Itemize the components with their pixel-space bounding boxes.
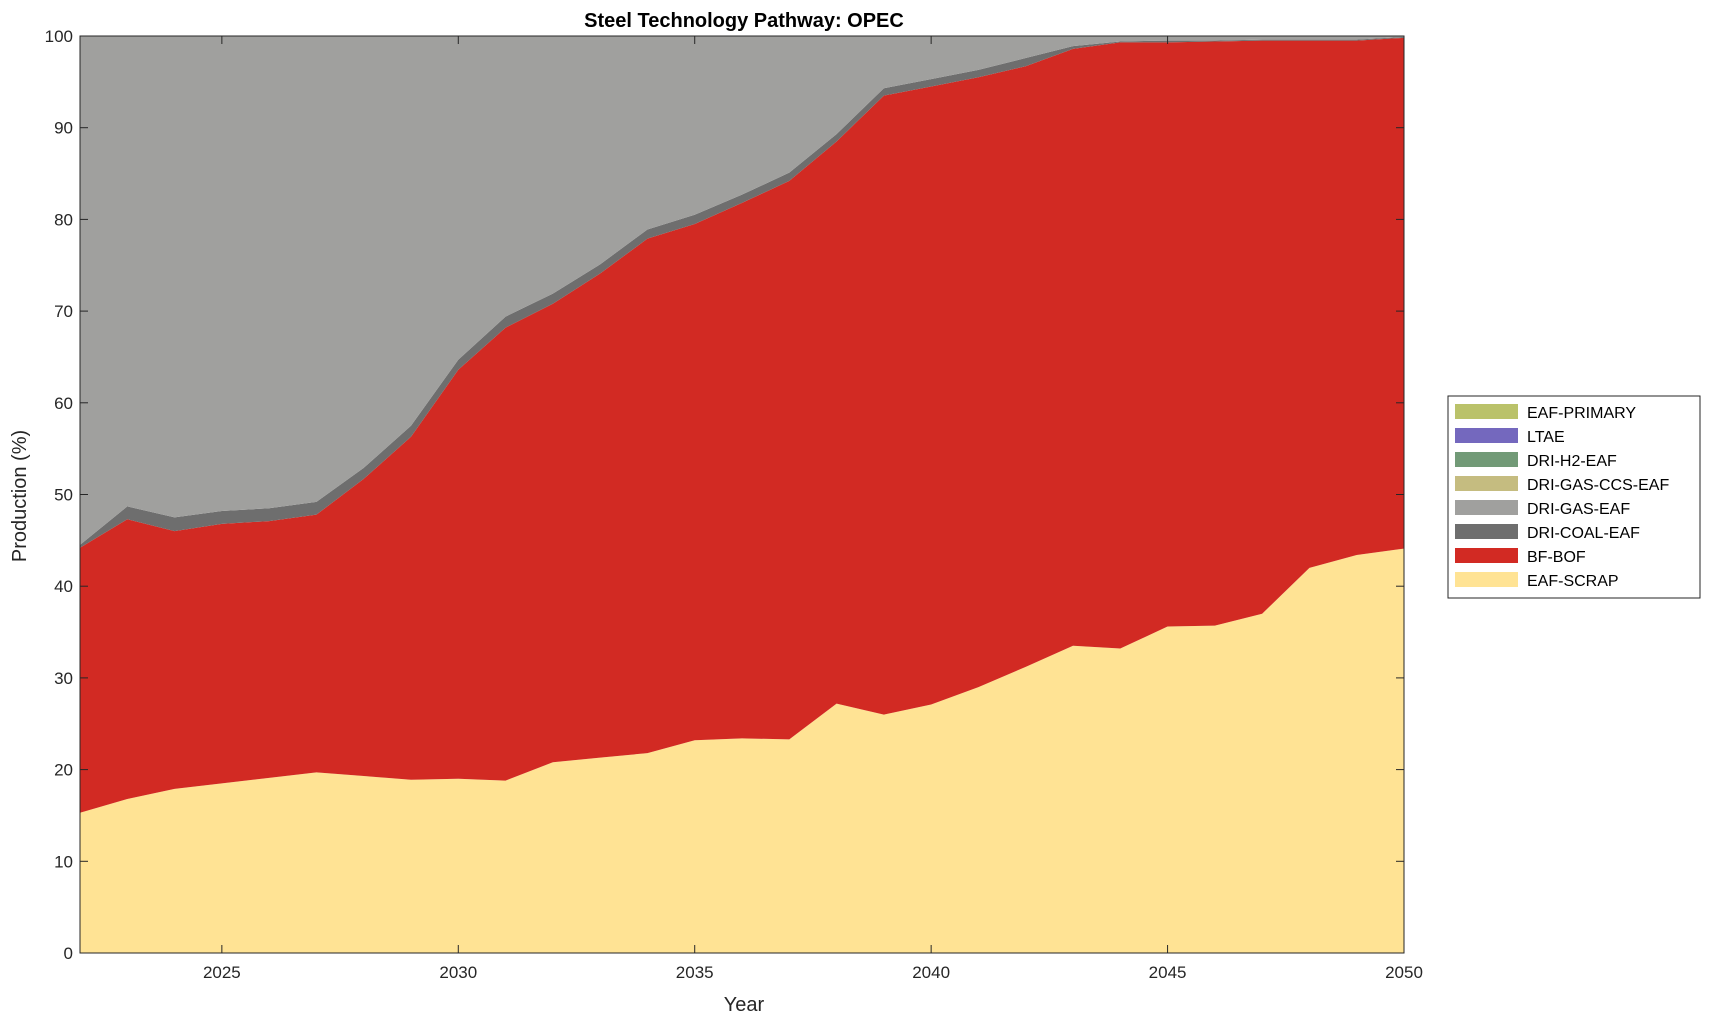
x-tick-label: 2050 [1385, 963, 1423, 982]
legend-label-dri-coal-eaf: DRI-COAL-EAF [1527, 525, 1640, 542]
legend-swatch-eaf-scrap [1455, 572, 1518, 587]
legend-swatch-bf-bof [1455, 548, 1518, 563]
legend-label-eaf-primary: EAF-PRIMARY [1527, 405, 1636, 422]
y-tick-label: 10 [54, 852, 73, 871]
y-tick-label: 60 [54, 394, 73, 413]
x-axis-label: Year [724, 994, 765, 1016]
y-tick-label: 50 [54, 486, 73, 505]
chart-title: Steel Technology Pathway: OPEC [584, 10, 904, 32]
legend-swatch-dri-gas-eaf [1455, 500, 1518, 515]
y-tick-label: 100 [45, 27, 73, 46]
x-tick-label: 2025 [203, 963, 241, 982]
legend-swatch-eaf-primary [1455, 404, 1518, 419]
y-tick-label: 80 [54, 210, 73, 229]
y-tick-label: 20 [54, 761, 73, 780]
legend-label-dri-gas-eaf: DRI-GAS-EAF [1527, 501, 1630, 518]
areas-layer [80, 36, 1404, 953]
area-eaf-scrap [80, 548, 1404, 953]
ticks-layer: 2025 2030 2035 2040 2045 20500102030405060708… [45, 27, 1423, 982]
legend-label-bf-bof: BF-BOF [1527, 549, 1586, 566]
legend-swatch-dri-coal-eaf [1455, 524, 1518, 539]
legend-label-dri-h2-eaf: DRI-H2-EAF [1527, 453, 1617, 470]
legend-swatch-ltae [1455, 428, 1518, 443]
y-tick-label: 40 [54, 577, 73, 596]
x-tick-label: 2035 [676, 963, 714, 982]
legend-label-ltae: LTAE [1527, 429, 1565, 446]
area-bf-bof [80, 37, 1404, 813]
y-tick-label: 90 [54, 119, 73, 138]
y-tick-label: 30 [54, 669, 73, 688]
legend-box [1447, 395, 1701, 599]
legend-swatch-dri-gas-ccs-eaf [1455, 476, 1518, 491]
y-tick-label: 70 [54, 302, 73, 321]
legend-label-dri-gas-ccs-eaf: DRI-GAS-CCS-EAF [1527, 477, 1669, 494]
legend: EAF-PRIMARY LTAE DRI-H2-EAF DRI-GAS-CCS-EAF… [1447, 395, 1701, 599]
legend-label-eaf-scrap: EAF-SCRAP [1527, 573, 1619, 590]
y-axis-label: Production (%) [9, 430, 31, 562]
x-tick-label: 2045 [1149, 963, 1187, 982]
y-tick-label: 0 [64, 944, 73, 963]
area-dri-gas-eaf [80, 36, 1404, 545]
legend-swatch-dri-h2-eaf [1455, 452, 1518, 467]
x-tick-label: 2040 [912, 963, 950, 982]
x-tick-label: 2030 [439, 963, 477, 982]
